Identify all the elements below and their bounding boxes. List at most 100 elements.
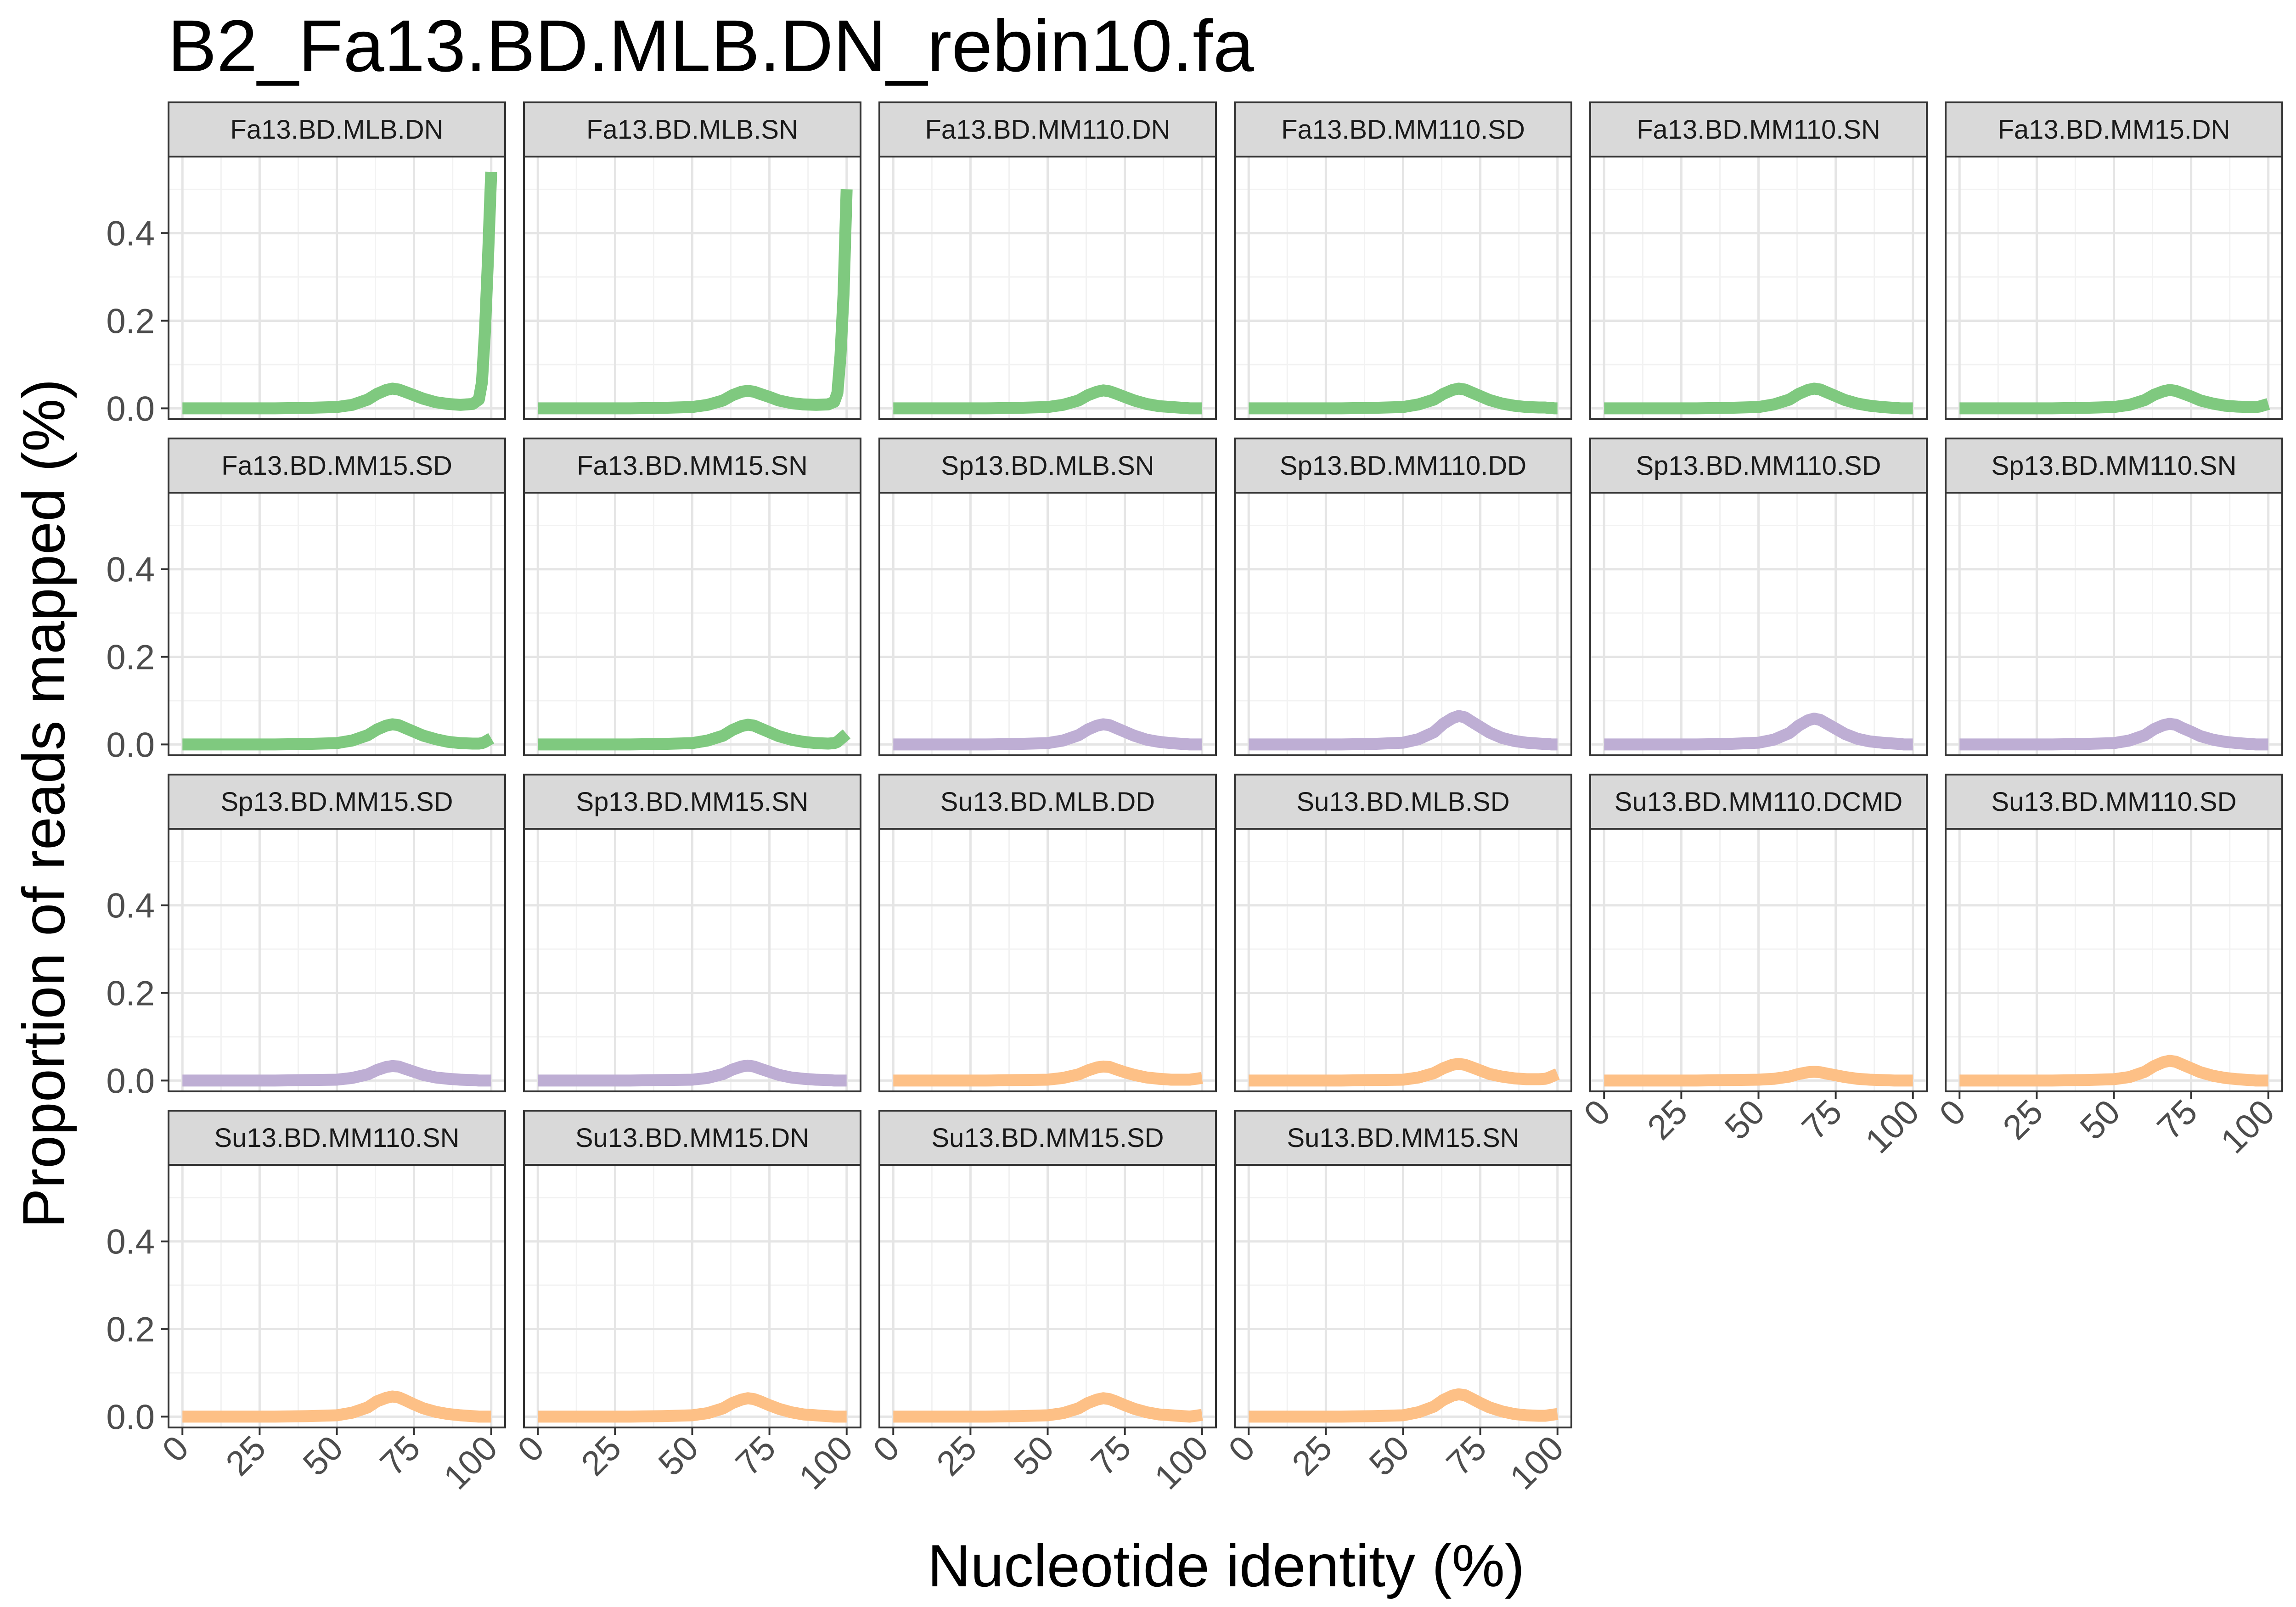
facet-panel: Su13.BD.MM110.SD 0 25 50 75 100: [1932, 774, 2283, 1161]
facet-panel: Fa13.BD.MM15.SD 0.0 0.2 0.4: [106, 438, 506, 764]
gridlines: [1590, 829, 1927, 1091]
x-tick-label: 100: [792, 1428, 861, 1497]
facet-strip-label: Fa13.BD.MM110.DN: [925, 115, 1171, 145]
gridlines: [1235, 157, 1571, 419]
chart-title: B2_Fa13.BD.MLB.DN_rebin10.fa: [168, 5, 1254, 87]
facet-strip-label: Su13.BD.MM15.DN: [575, 1123, 809, 1153]
facet-strip: [1589, 438, 1928, 494]
x-tick-label: 100: [1858, 1092, 1927, 1161]
series-line-fa13-bd-mlb-dn: [182, 171, 497, 415]
facet-panel: Sp13.BD.MM110.DD: [1234, 438, 1572, 756]
facet-strip-label: Su13.BD.MM110.DCMD: [1615, 787, 1902, 817]
facet-panel: Su13.BD.MM15.SD 0 25 50 75 100: [866, 1110, 1217, 1497]
facet-panel: Fa13.BD.MM110.SD: [1234, 101, 1572, 420]
facet-strip: [878, 774, 1217, 830]
facet-panel: Sp13.BD.MM110.SD: [1589, 438, 1928, 756]
facet-strip-label: Su13.BD.MM110.SD: [1991, 787, 2236, 817]
y-tick-label: 0.4: [106, 214, 155, 253]
facet-strip-label: Su13.BD.MLB.SD: [1296, 787, 1509, 817]
y-tick-label: 0.0: [106, 1398, 155, 1437]
y-tick-label: 0.2: [106, 1310, 155, 1349]
facet-panels: Fa13.BD.MLB.DN 0.0 0.2 0.4 Fa13.BD.MLB.SN Fa1…: [106, 101, 2283, 1497]
series-line-su13-bd-mlb-dd: [893, 1060, 1205, 1087]
x-tick-label: 0: [1932, 1092, 1973, 1134]
x-tick-label: 0: [155, 1428, 196, 1470]
panel-border: [168, 156, 506, 420]
series-line-fa13-bd-mm110-sn: [1604, 382, 1916, 415]
panel-border: [1589, 156, 1928, 420]
facet-panel: Sp13.BD.MM110.SN: [1945, 438, 2283, 756]
facet-strip-label: Fa13.BD.MM15.SD: [221, 451, 452, 481]
x-tick-label: 50: [1717, 1092, 1773, 1147]
panel-border: [1945, 156, 2283, 420]
y-tick-label: 0.0: [106, 1062, 155, 1101]
x-tick-label: 25: [574, 1428, 629, 1483]
facet-strip: [1945, 774, 2283, 830]
facet-panel: Su13.BD.MLB.SD: [1234, 774, 1572, 1092]
x-tick-label: 25: [1640, 1092, 1695, 1147]
facet-strip: [523, 438, 861, 494]
series-line-su13-bd-mm110-sd: [1959, 1055, 2271, 1087]
x-tick-label: 0: [1221, 1428, 1262, 1470]
y-tick-label: 0.2: [106, 302, 155, 341]
gridlines: [1590, 157, 1927, 419]
facet-panel: Su13.BD.MM110.SN 0.0 0.2 0.4 0 25 50 75 100: [106, 1110, 506, 1497]
facet-panel: Fa13.BD.MM15.DN: [1945, 101, 2283, 420]
facet-strip-label: Fa13.BD.MM110.SN: [1637, 115, 1880, 145]
x-tick-label: 75: [1084, 1428, 1139, 1483]
facet-panel: Sp13.BD.MM15.SN: [523, 774, 861, 1092]
x-tick-label: 75: [728, 1428, 783, 1483]
x-tick-label: 25: [1996, 1092, 2051, 1147]
facet-strip-label: Su13.BD.MM15.SN: [1287, 1123, 1519, 1153]
facet-strip: [878, 1110, 1217, 1166]
gridlines: [879, 157, 1216, 419]
panel-border: [168, 828, 506, 1092]
series-line-su13-bd-mm110-sn: [182, 1390, 494, 1423]
facet-strip-label: Sp13.BD.MM110.DD: [1280, 451, 1526, 481]
x-axis-title: Nucleotide identity (%): [928, 1532, 1525, 1599]
series-line-su13-bd-mm110-dcmd: [1604, 1066, 1916, 1087]
facet-strip-label: Fa13.BD.MM110.SD: [1281, 115, 1525, 145]
facet-strip-label: Sp13.BD.MLB.SN: [941, 451, 1154, 481]
series-line-fa13-bd-mm15-sd: [182, 718, 495, 751]
x-tick-label: 25: [1285, 1428, 1340, 1483]
series-line-fa13-bd-mm110-sd: [1249, 382, 1560, 415]
x-tick-label: 25: [219, 1428, 274, 1483]
facet-strip: [1234, 1110, 1572, 1166]
facet-strip-label: Sp13.BD.MM15.SD: [220, 787, 453, 817]
panel-border: [1945, 492, 2283, 756]
x-tick-label: 50: [651, 1428, 706, 1483]
panel-border: [878, 492, 1217, 756]
series-line-fa13-bd-mlb-sn: [538, 189, 853, 415]
facet-strip-label: Fa13.BD.MLB.SN: [586, 115, 798, 145]
x-tick-label: 50: [296, 1428, 351, 1483]
x-tick-label: 50: [1007, 1428, 1062, 1483]
series-line-sp13-bd-mm15-sd: [182, 1060, 494, 1087]
facet-strip-label: Su13.BD.MLB.DD: [940, 787, 1155, 817]
panel-border: [1589, 492, 1928, 756]
gridlines: [1235, 829, 1571, 1091]
x-tick-label: 75: [1795, 1092, 1850, 1147]
facet-strip-label: Fa13.BD.MM15.SN: [577, 451, 808, 481]
facet-strip: [1589, 101, 1928, 157]
facet-panel: Fa13.BD.MM110.SN: [1589, 101, 1928, 420]
x-tick-label: 100: [2213, 1092, 2282, 1161]
facet-panel: Fa13.BD.MM15.SN: [523, 438, 861, 756]
facet-panel: Su13.BD.MM15.DN 0 25 50 75 100: [510, 1110, 861, 1497]
facet-strip-label: Sp13.BD.MM15.SN: [576, 787, 808, 817]
facet-strip-label: Fa13.BD.MM15.DN: [1998, 115, 2230, 145]
series-line-sp13-bd-mm15-sn: [538, 1059, 850, 1087]
facet-strip: [1589, 774, 1928, 830]
y-tick-label: 0.2: [106, 638, 155, 677]
gridlines: [169, 157, 505, 419]
y-tick-label: 0.4: [106, 1223, 155, 1262]
series-line-su13-bd-mm15-sd: [893, 1392, 1205, 1423]
facet-strip: [878, 101, 1217, 157]
facet-strip: [1945, 101, 2283, 157]
x-tick-label: 100: [1147, 1428, 1216, 1497]
facet-strip: [523, 101, 861, 157]
facet-panel: Sp13.BD.MLB.SN: [878, 438, 1217, 756]
facet-panel: Fa13.BD.MM110.DN: [878, 101, 1217, 420]
facet-panel: Su13.BD.MLB.DD: [878, 774, 1217, 1092]
